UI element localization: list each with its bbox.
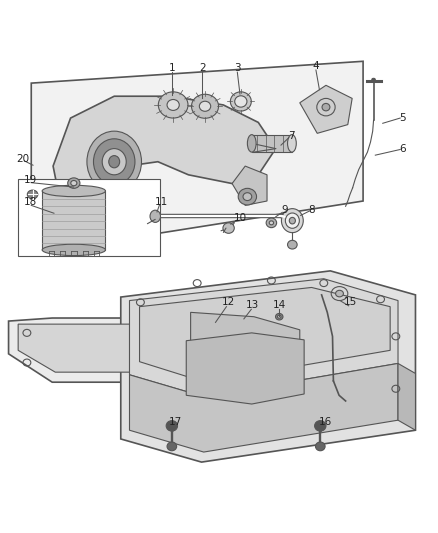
Polygon shape xyxy=(9,318,228,382)
Ellipse shape xyxy=(314,421,326,431)
Ellipse shape xyxy=(230,92,251,111)
Bar xyxy=(18,179,160,256)
Text: 4: 4 xyxy=(313,61,319,71)
Ellipse shape xyxy=(276,313,283,320)
Ellipse shape xyxy=(93,139,135,184)
Ellipse shape xyxy=(53,227,74,245)
Ellipse shape xyxy=(315,442,325,451)
Ellipse shape xyxy=(372,78,375,81)
Text: 14: 14 xyxy=(273,300,286,310)
Ellipse shape xyxy=(247,135,256,152)
Ellipse shape xyxy=(243,193,252,200)
Ellipse shape xyxy=(150,210,160,222)
Ellipse shape xyxy=(235,96,247,107)
Polygon shape xyxy=(186,333,304,404)
Polygon shape xyxy=(398,364,416,430)
Ellipse shape xyxy=(42,185,106,197)
Ellipse shape xyxy=(199,101,211,111)
Bar xyxy=(252,135,292,152)
Ellipse shape xyxy=(288,135,296,152)
Ellipse shape xyxy=(278,315,281,318)
Text: 17: 17 xyxy=(169,417,182,427)
Ellipse shape xyxy=(269,221,274,225)
Ellipse shape xyxy=(266,218,277,228)
Ellipse shape xyxy=(286,213,299,228)
Text: 16: 16 xyxy=(319,417,332,427)
Ellipse shape xyxy=(27,190,38,199)
Ellipse shape xyxy=(223,223,234,233)
Ellipse shape xyxy=(109,156,120,168)
Text: 15: 15 xyxy=(344,297,357,308)
Ellipse shape xyxy=(282,208,303,233)
Text: 3: 3 xyxy=(234,63,240,73)
Text: 12: 12 xyxy=(222,297,235,308)
Polygon shape xyxy=(300,85,352,133)
Ellipse shape xyxy=(167,442,177,451)
Ellipse shape xyxy=(322,103,330,111)
Ellipse shape xyxy=(336,290,343,297)
Text: 6: 6 xyxy=(399,144,406,155)
Ellipse shape xyxy=(102,149,126,175)
Text: 1: 1 xyxy=(169,63,176,73)
Bar xyxy=(42,191,106,250)
Ellipse shape xyxy=(68,178,80,188)
Text: 2: 2 xyxy=(199,63,206,73)
Polygon shape xyxy=(31,61,363,253)
Polygon shape xyxy=(53,96,276,210)
Text: 11: 11 xyxy=(155,197,168,207)
Text: 13: 13 xyxy=(246,300,259,310)
Polygon shape xyxy=(232,166,267,205)
Ellipse shape xyxy=(59,231,69,240)
Text: 10: 10 xyxy=(234,213,247,223)
Ellipse shape xyxy=(166,421,177,431)
Ellipse shape xyxy=(71,181,77,185)
Ellipse shape xyxy=(288,240,297,249)
Ellipse shape xyxy=(191,94,219,118)
Text: 8: 8 xyxy=(308,205,315,215)
Polygon shape xyxy=(18,324,223,372)
Polygon shape xyxy=(40,210,101,245)
Polygon shape xyxy=(140,287,390,382)
Text: 20: 20 xyxy=(16,154,29,164)
Polygon shape xyxy=(121,271,416,462)
Text: 18: 18 xyxy=(23,197,36,207)
Ellipse shape xyxy=(42,244,106,256)
Ellipse shape xyxy=(167,100,179,110)
Polygon shape xyxy=(191,312,300,390)
Text: 7: 7 xyxy=(288,131,294,141)
Polygon shape xyxy=(130,364,398,452)
Text: 5: 5 xyxy=(399,113,406,123)
Polygon shape xyxy=(130,279,398,397)
Ellipse shape xyxy=(87,131,141,192)
Ellipse shape xyxy=(289,217,295,224)
Text: 19: 19 xyxy=(23,175,36,185)
Ellipse shape xyxy=(158,92,188,118)
Ellipse shape xyxy=(238,188,257,205)
Text: 9: 9 xyxy=(281,205,288,215)
